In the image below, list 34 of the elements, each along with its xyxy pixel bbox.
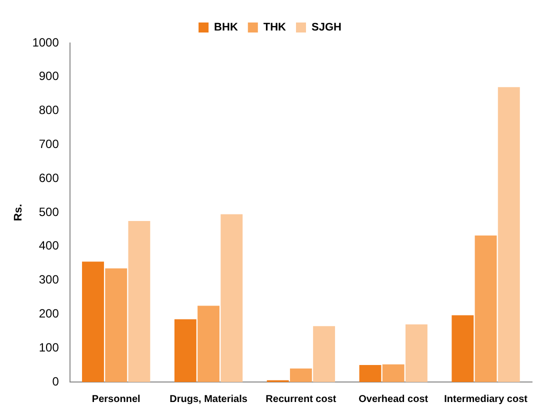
- y-tick-label: 0: [52, 374, 60, 388]
- y-tick-label: 1000: [32, 35, 60, 50]
- bar: [105, 268, 128, 382]
- y-tick-label: 900: [38, 69, 60, 84]
- y-tick-label: 700: [38, 137, 60, 152]
- legend-label: BHK: [214, 22, 238, 34]
- y-tick-label: 600: [38, 170, 60, 185]
- legend-label: THK: [263, 22, 286, 34]
- bar: [359, 365, 382, 382]
- x-tick-label: Overhead cost: [358, 394, 429, 405]
- x-tick-label: Drugs, Materials: [170, 394, 248, 405]
- y-tick-label: 800: [38, 103, 60, 118]
- bar: [290, 368, 312, 382]
- bar: [498, 87, 520, 382]
- y-tick-label: 400: [38, 238, 60, 253]
- bar: [128, 220, 150, 382]
- bar: [382, 364, 404, 382]
- bar: [313, 326, 336, 382]
- y-tick-label: 300: [38, 272, 60, 287]
- y-tick-label: 500: [38, 204, 60, 219]
- x-tick-label: Intermediary cost: [444, 394, 528, 405]
- bar: [82, 262, 104, 382]
- bar: [474, 236, 497, 382]
- y-tick-label: 200: [38, 306, 60, 321]
- y-axis-title: Rs.: [12, 204, 25, 222]
- x-tick-label: Recurrent cost: [266, 394, 337, 405]
- x-tick-label: Personnel: [92, 394, 140, 405]
- bar: [198, 306, 220, 382]
- legend-label: SJGH: [311, 22, 342, 34]
- bar: [174, 319, 196, 382]
- bar: [406, 324, 428, 382]
- bar: [452, 315, 474, 382]
- bar: [220, 214, 243, 382]
- y-tick-label: 100: [38, 340, 60, 354]
